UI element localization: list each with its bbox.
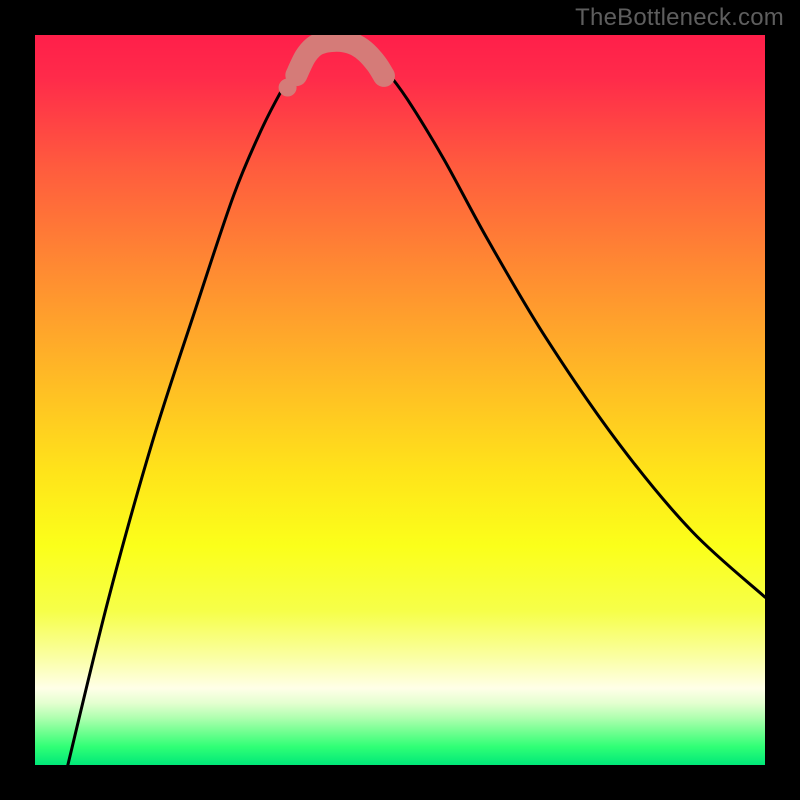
chart-background-gradient [35,35,765,765]
watermark-text: TheBottleneck.com [575,4,784,32]
image-frame: TheBottleneck.com [0,0,800,800]
chart-plot-area [35,35,765,765]
